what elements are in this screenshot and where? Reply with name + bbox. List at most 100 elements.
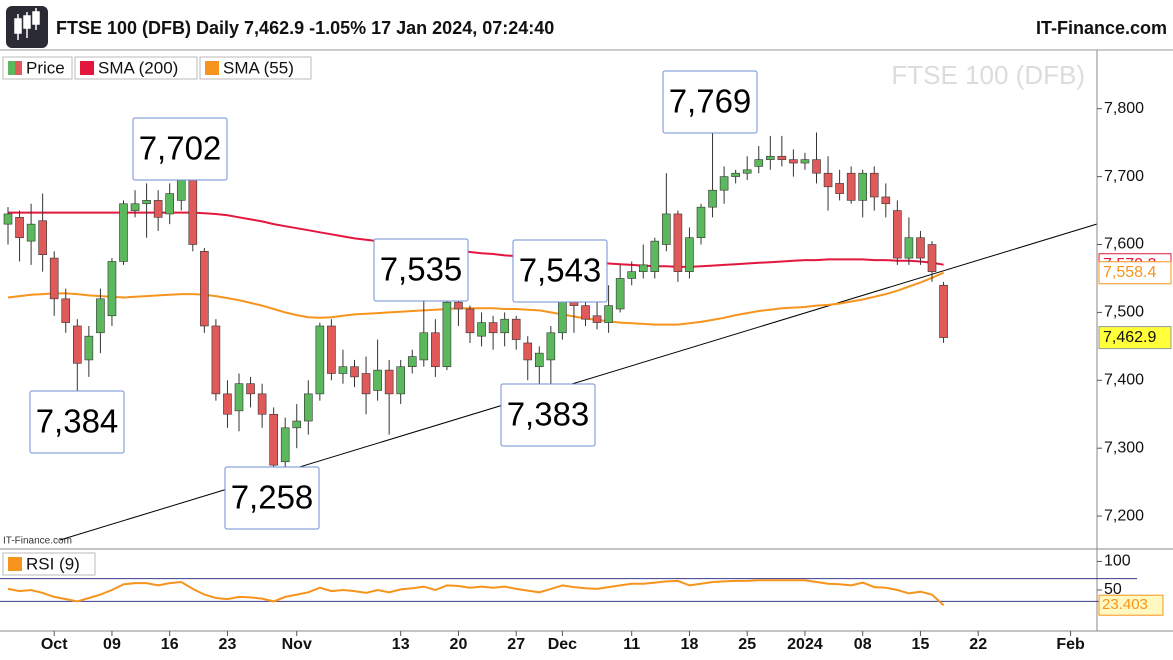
candle-body: [765, 155, 775, 160]
annotation-box: [224, 466, 320, 530]
x-tick-label: Nov: [282, 636, 312, 653]
candle-body: [246, 383, 255, 395]
watermark: FTSE 100 (DFB): [891, 60, 1085, 90]
candle-body: [303, 393, 313, 422]
candle-body: [327, 325, 336, 374]
candle-body: [893, 210, 902, 259]
candle-body: [604, 305, 613, 323]
annotation: 7,702: [139, 130, 222, 167]
candle-body: [15, 217, 24, 239]
annotation-box: [512, 239, 608, 303]
candle-body: [523, 342, 533, 361]
candle-body: [662, 213, 671, 245]
legend-swatch: [205, 61, 219, 75]
y-tick-label: 7,800: [1104, 100, 1144, 117]
candle-body: [442, 301, 452, 368]
candle-body: [257, 393, 267, 415]
candle-body: [431, 332, 440, 368]
annotation-box: [29, 390, 125, 454]
legend-label: SMA (55): [223, 58, 294, 77]
candle-body: [719, 176, 729, 191]
candle-body: [939, 284, 948, 338]
rsi-line: [7, 579, 945, 606]
candle-body: [26, 223, 36, 242]
y-tick-label: 7,400: [1104, 372, 1144, 389]
candle-body: [165, 193, 174, 215]
annotation: 7,383: [507, 396, 590, 433]
x-tick-label: 08: [854, 636, 872, 653]
legend-label: Price: [26, 58, 65, 77]
candle-body: [511, 318, 521, 340]
rsi-tick-label: 100: [1104, 553, 1131, 570]
last-price-label: 7,462.9: [1103, 329, 1156, 346]
candle-body: [708, 189, 717, 208]
candle-body: [315, 325, 325, 395]
legend-label-frame: [199, 56, 312, 80]
candle-body: [615, 278, 625, 310]
x-tick-label: 18: [681, 636, 699, 653]
legend-label: RSI (9): [26, 554, 80, 573]
annotation: 7,769: [669, 83, 752, 120]
annotation-box: [132, 117, 228, 181]
last-value-label: 7,558.4: [1103, 264, 1156, 281]
candle-body: [650, 240, 660, 272]
candle-body: [211, 325, 221, 395]
source-label: IT-Finance.com: [3, 536, 72, 547]
candle-body: [107, 261, 117, 317]
annotation: 7,535: [380, 251, 463, 288]
candle-body: [696, 206, 706, 239]
candle-body: [488, 322, 498, 334]
candle-body: [454, 301, 463, 310]
annotation: 7,258: [231, 479, 314, 516]
candle-body: [638, 264, 648, 272]
candle-body: [904, 237, 914, 259]
candle-body: [858, 172, 868, 201]
candle-body: [292, 420, 302, 429]
candle-body: [188, 179, 198, 245]
candle-body: [673, 213, 683, 272]
candle-body: [742, 169, 752, 174]
candle-body: [130, 203, 140, 211]
x-tick-label: 16: [161, 636, 179, 653]
candle-body: [500, 318, 509, 334]
candle-body: [84, 335, 94, 361]
y-tick-label: 7,600: [1104, 236, 1144, 253]
legend-label: SMA (200): [98, 58, 178, 77]
legend-swatch: [8, 61, 15, 75]
candle-body: [269, 413, 278, 466]
candle-body: [789, 159, 798, 164]
rsi-last-label: 23.403: [1102, 596, 1148, 613]
annotation-box: [500, 383, 596, 447]
legend-swatch: [8, 557, 22, 571]
candle-body: [592, 315, 602, 323]
candle-body: [534, 352, 544, 368]
candle-body: [731, 172, 740, 177]
candle-body: [419, 332, 429, 361]
last-value-label-box: [1098, 261, 1172, 285]
candle-body: [846, 172, 856, 201]
rsi-last-box: [1098, 594, 1164, 616]
annotation-box: [373, 238, 469, 302]
x-tick-label: Feb: [1056, 636, 1085, 653]
candle-body: [396, 366, 406, 395]
candle-body: [350, 366, 359, 378]
candle-body: [546, 332, 556, 361]
last-price-label-box: [1098, 326, 1172, 350]
candle-body: [465, 308, 475, 334]
annotation-box: [662, 70, 758, 134]
candle-body: [581, 305, 590, 320]
candle-body: [881, 196, 891, 205]
legend-swatch: [15, 61, 22, 75]
candle-body: [869, 172, 879, 198]
candle-body: [812, 159, 821, 174]
candle-body: [927, 244, 937, 272]
x-tick-label: Dec: [548, 636, 577, 653]
x-tick-label: 22: [969, 636, 987, 653]
legend-label-frame: [2, 552, 96, 576]
icon-candles: [14, 8, 40, 40]
legend-swatch: [80, 61, 94, 75]
candle-body: [800, 159, 810, 164]
x-tick-label: 27: [507, 636, 525, 653]
annotation: 7,384: [36, 403, 119, 440]
